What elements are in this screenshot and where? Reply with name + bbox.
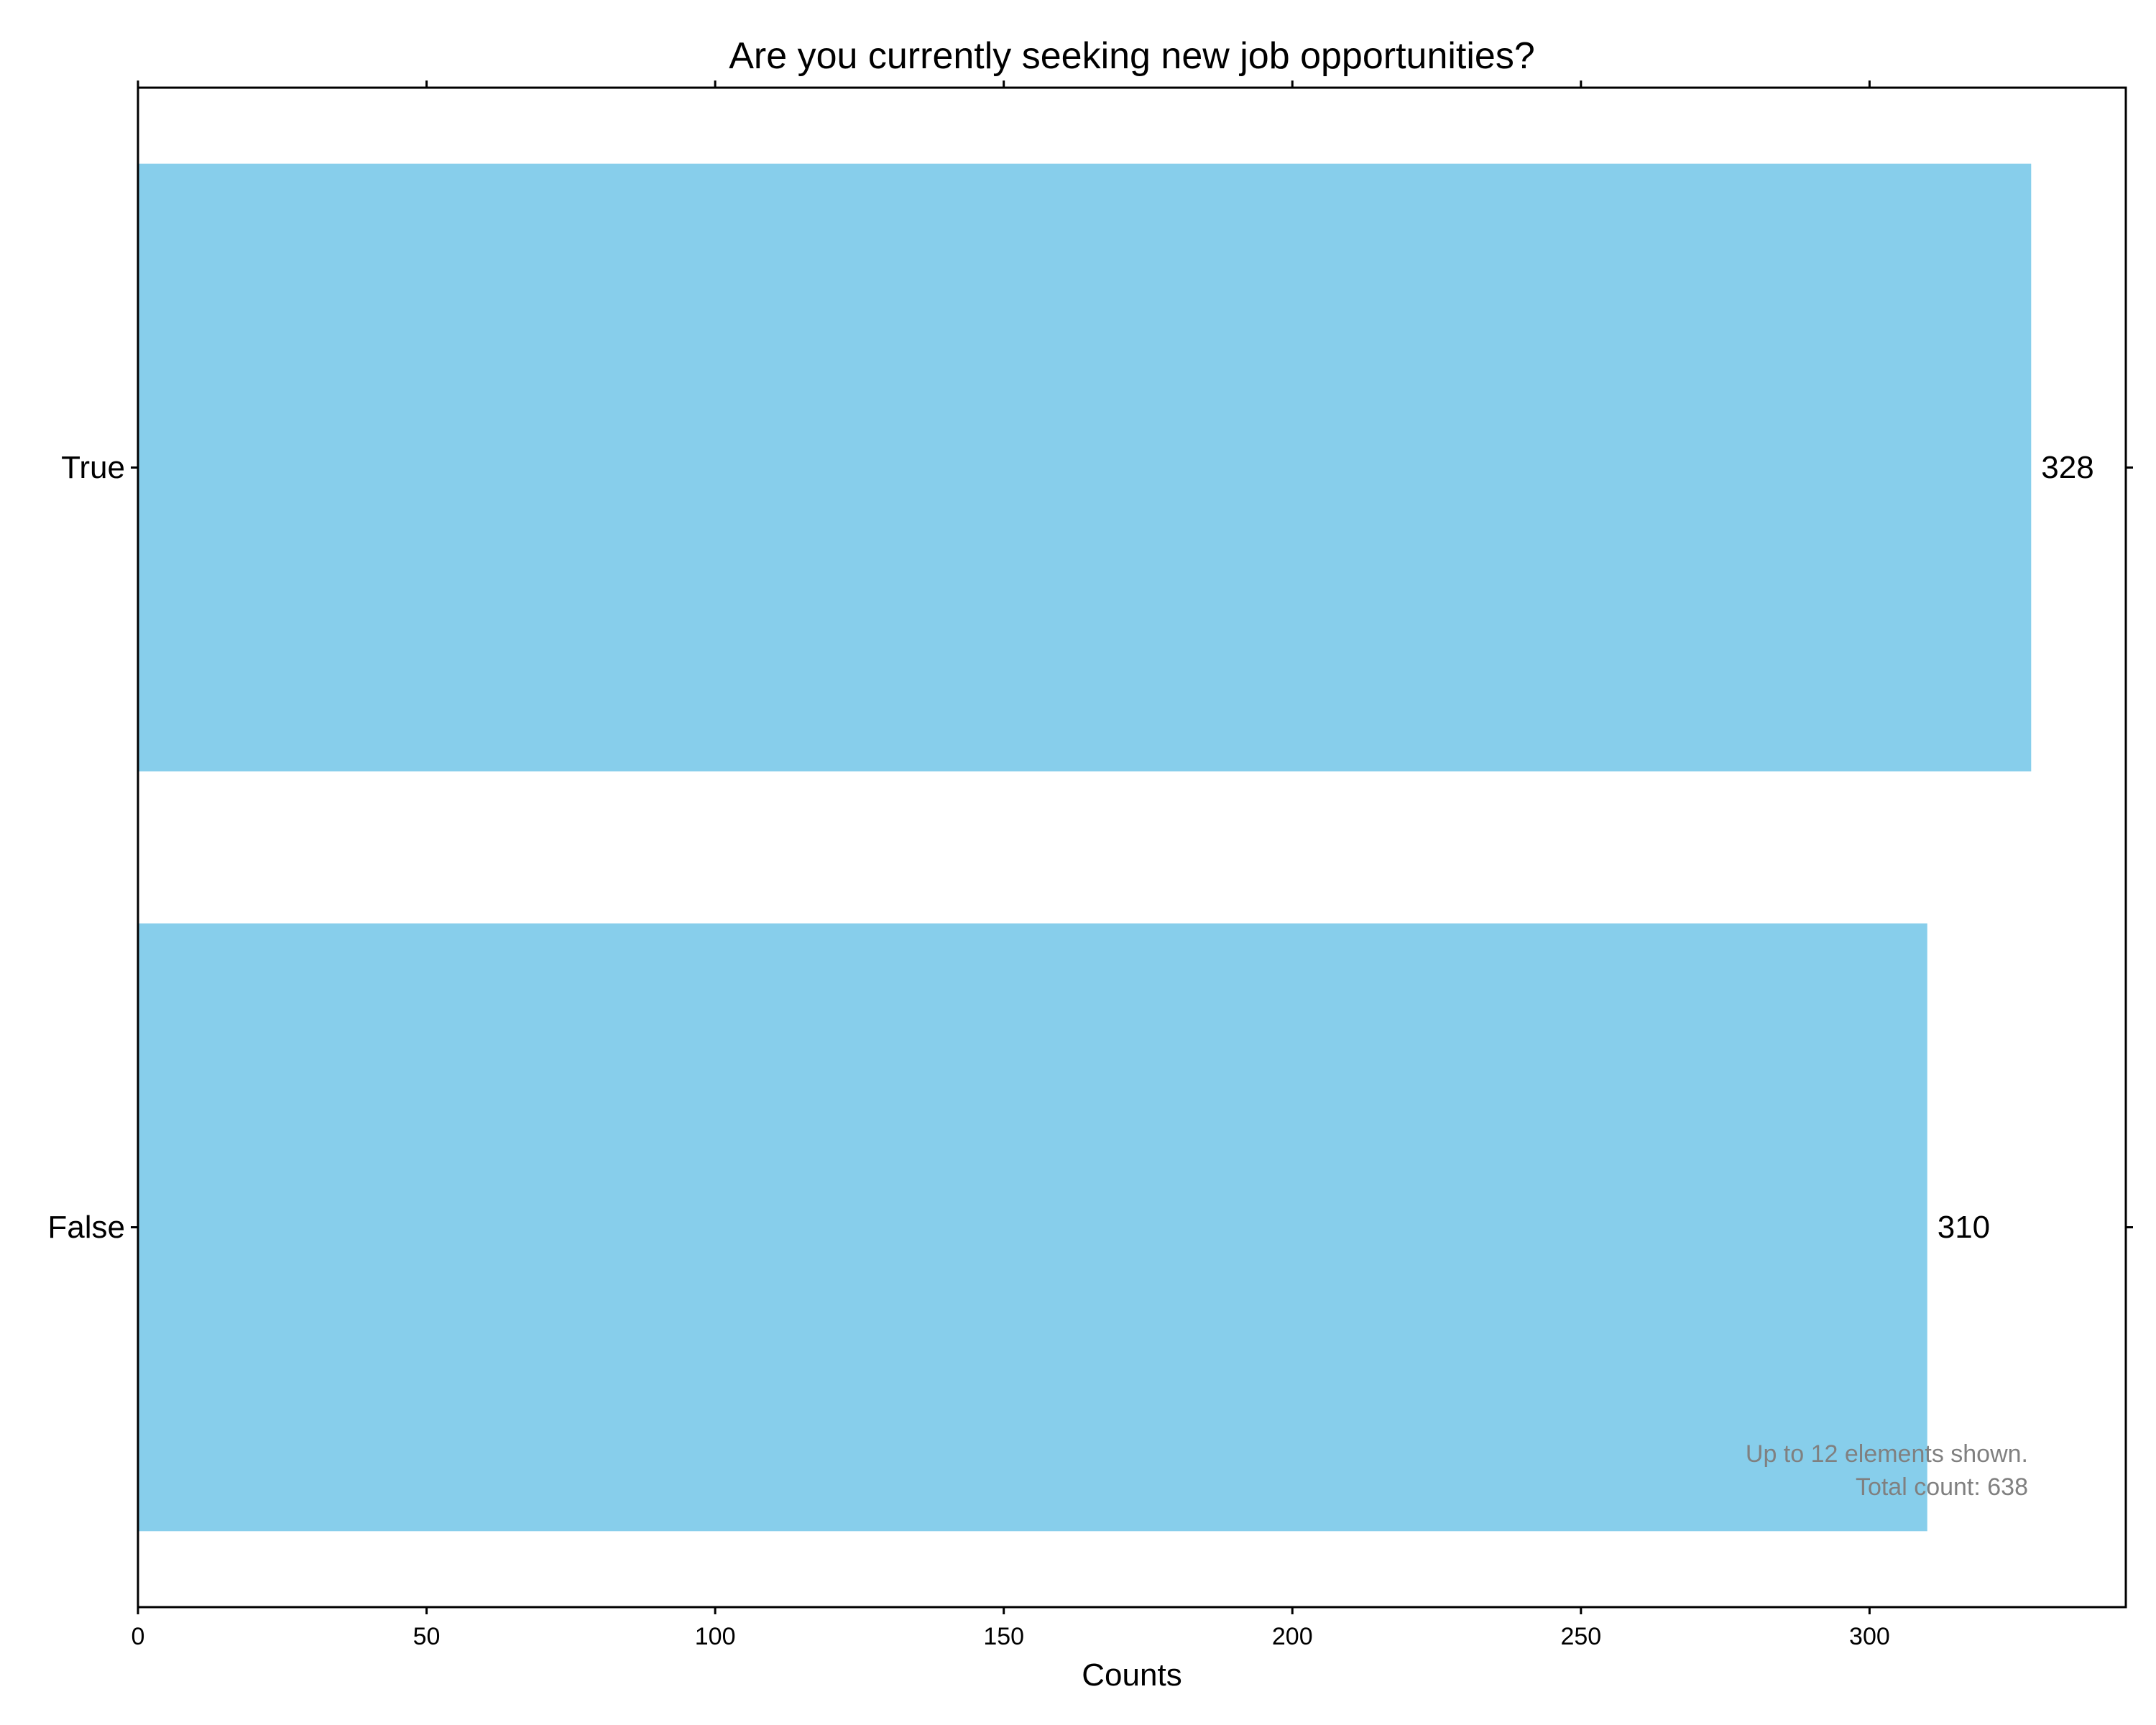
chart-title: Are you currently seeking new job opport…	[729, 35, 1535, 77]
x-tick-label-300: 300	[1849, 1623, 1890, 1650]
x-tick-label-100: 100	[695, 1623, 736, 1650]
data-label-false: 310	[1938, 1210, 1990, 1245]
x-tick-label-0: 0	[132, 1623, 145, 1650]
y-axis: True False	[47, 450, 2133, 1245]
x-tick-label-200: 200	[1272, 1623, 1313, 1650]
x-tick-label-150: 150	[983, 1623, 1024, 1650]
bar-false	[138, 923, 1927, 1532]
annotation-total-count: Total count: 638	[1856, 1473, 2028, 1501]
x-tick-label-250: 250	[1560, 1623, 1601, 1650]
data-label-true: 328	[2041, 450, 2093, 485]
y-tick-label-false: False	[47, 1210, 125, 1245]
bars-layer	[138, 163, 2032, 1532]
data-labels-layer: 328 310	[1938, 450, 2094, 1245]
x-tick-label-50: 50	[413, 1623, 441, 1650]
x-axis: 0 50 100 150 200 250 300	[132, 80, 1890, 1650]
x-axis-label: Counts	[1082, 1657, 1181, 1693]
bar-true	[138, 163, 2032, 772]
annotation-elements-shown: Up to 12 elements shown.	[1746, 1440, 2028, 1468]
plot-frame	[137, 86, 2127, 1609]
y-tick-label-true: True	[61, 450, 125, 485]
